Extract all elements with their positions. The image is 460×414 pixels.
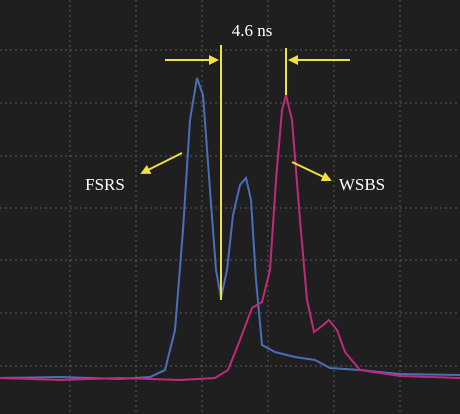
fsrs-label: FSRS [85,175,125,194]
delay-label: 4.6 ns [232,21,273,40]
scope-screen: 4.6 ns FSRS WSBS [0,0,460,414]
wsbs-label: WSBS [339,175,385,194]
page: 4.6 ns FSRS WSBS (() => { const data = J… [0,0,460,414]
screen-background [0,0,460,414]
